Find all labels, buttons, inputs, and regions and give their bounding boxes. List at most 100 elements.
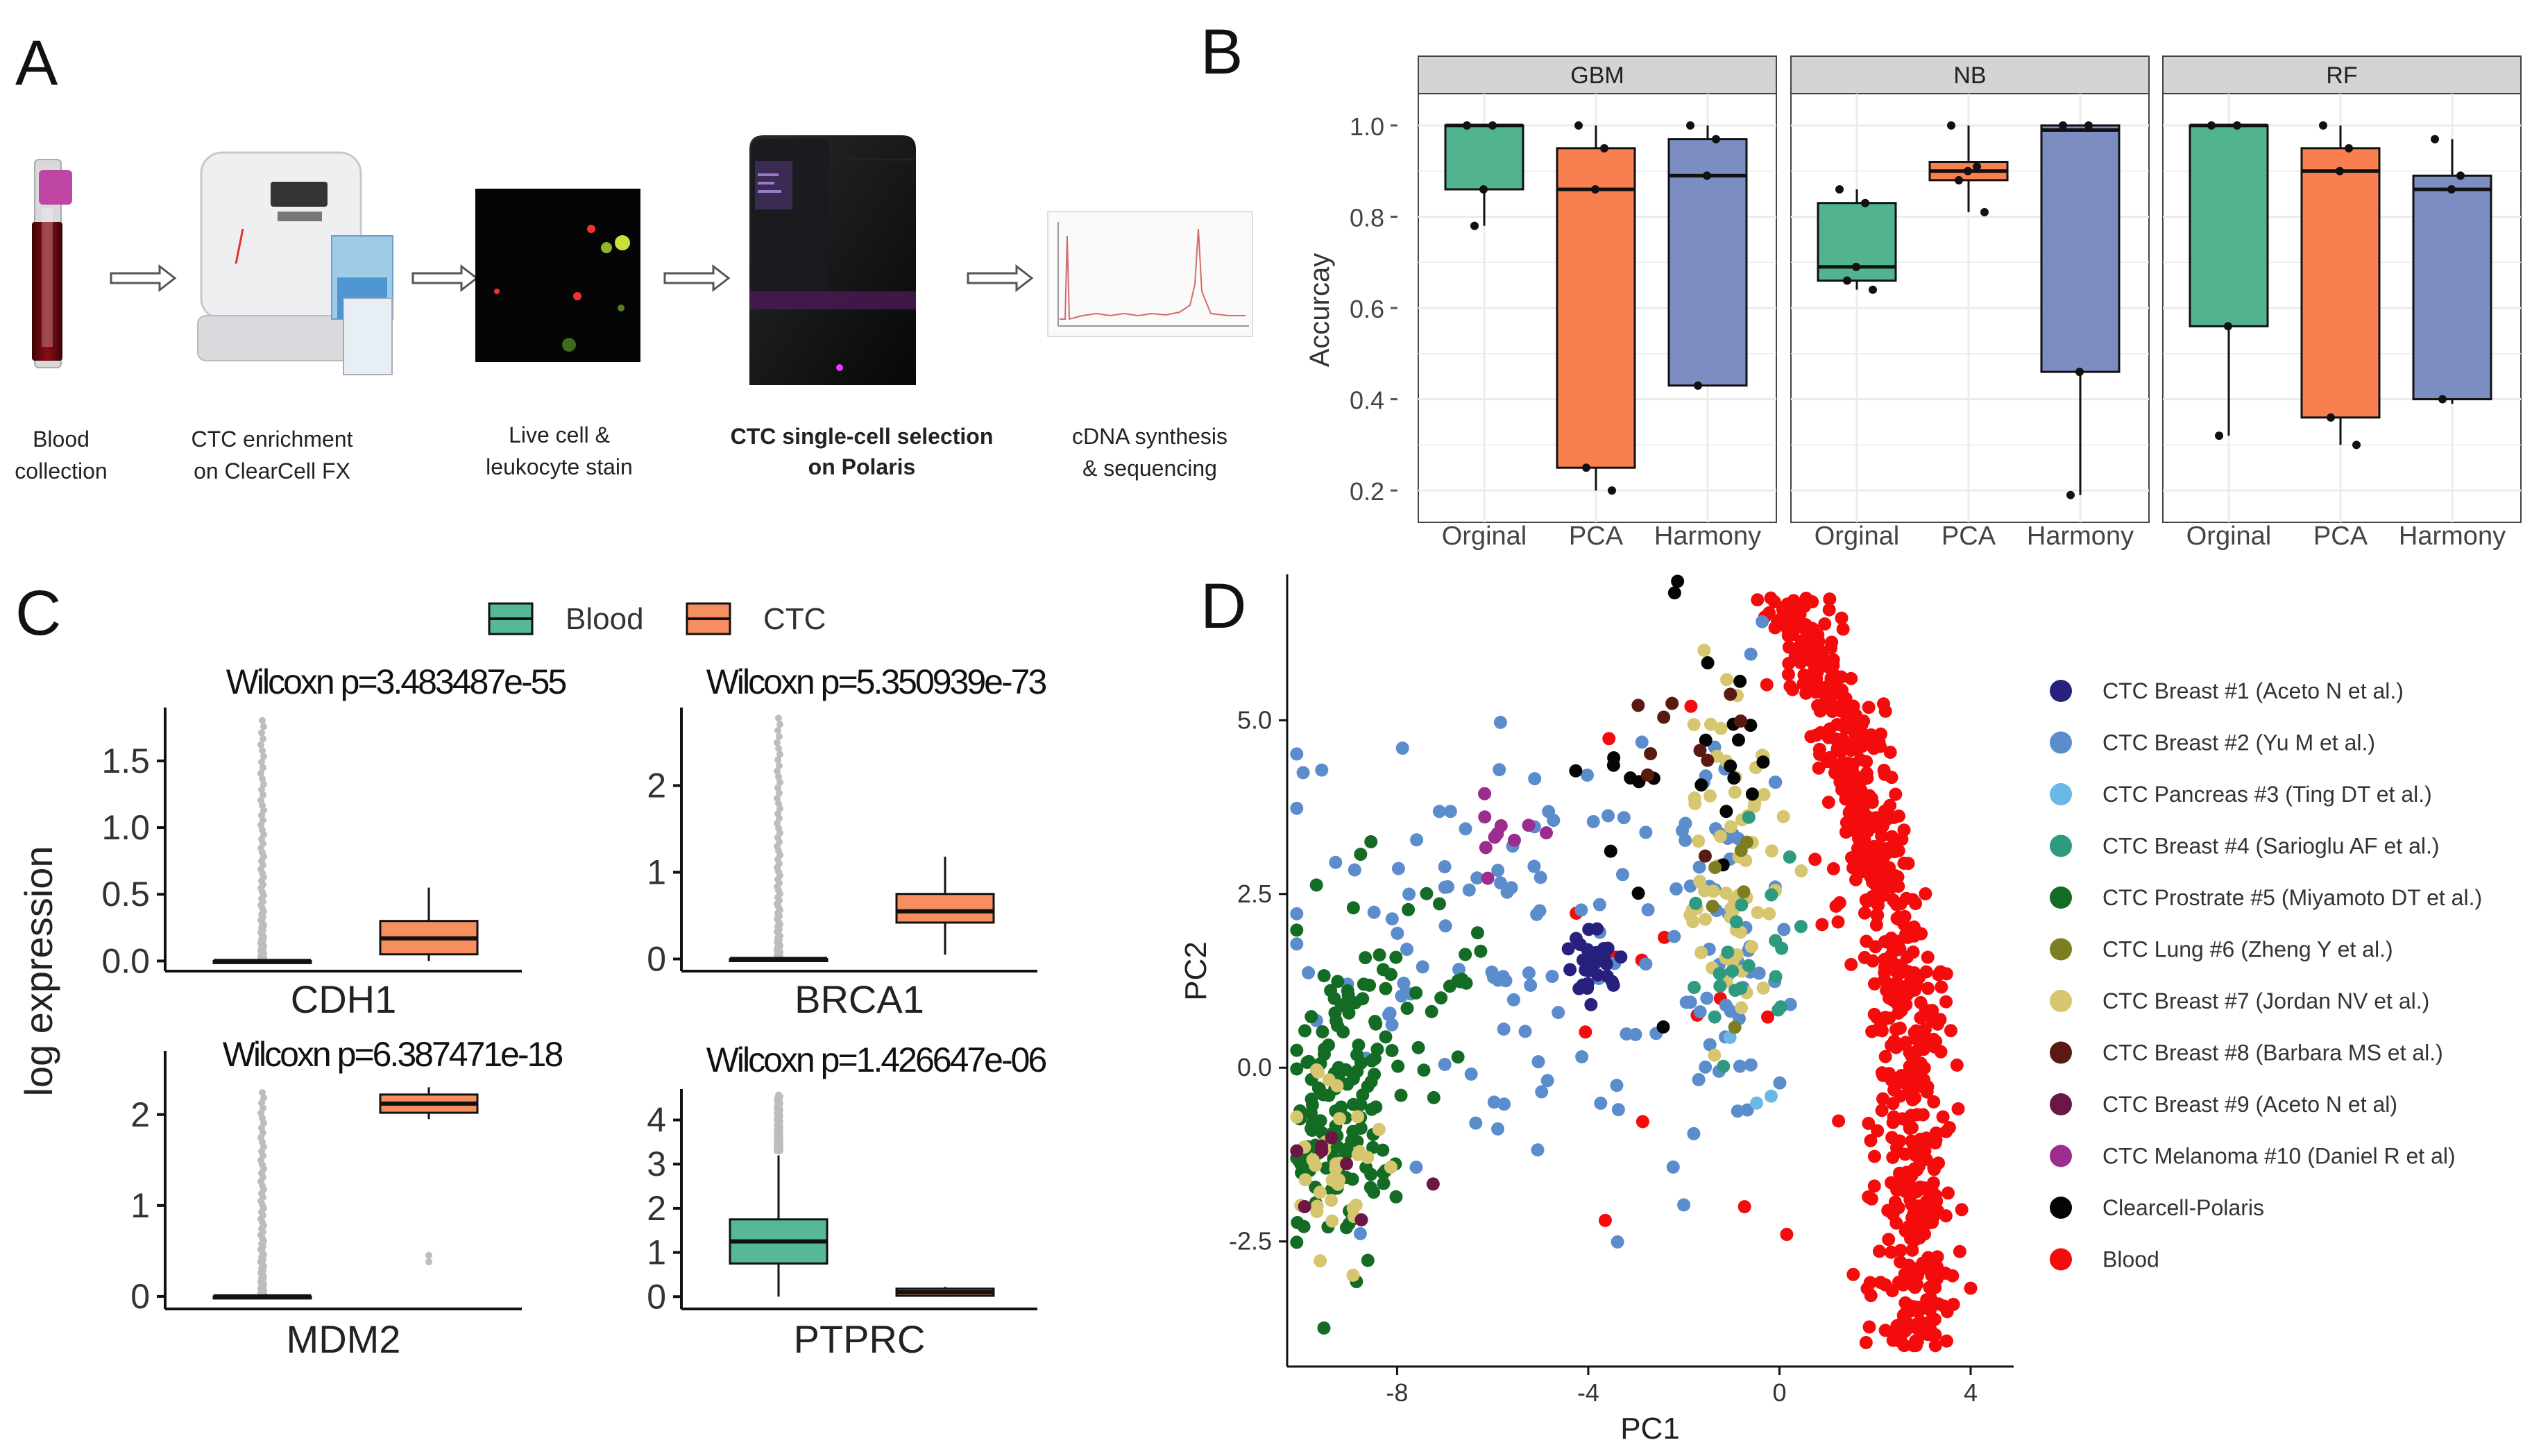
y-tick-label: 0 (647, 1277, 666, 1316)
scatter-point (1290, 1110, 1304, 1124)
data-point (1964, 166, 1972, 175)
outlier-point (259, 775, 266, 782)
scatter-point (1305, 1122, 1318, 1136)
scatter-point (1569, 764, 1583, 778)
blood-tube-icon (32, 159, 72, 368)
scatter-point (1815, 918, 1829, 932)
scatter-point (1426, 1177, 1440, 1191)
scatter-point (1533, 871, 1547, 884)
scatter-point (1955, 1203, 1969, 1217)
scatter-point (1353, 1226, 1367, 1240)
scatter-point (1383, 1007, 1397, 1020)
scatter-point (1341, 984, 1354, 997)
scatter-point (1367, 905, 1381, 919)
scatter-point (1305, 1093, 1318, 1106)
scatter-point (1920, 1039, 1934, 1053)
scatter-point (1864, 1289, 1878, 1303)
scatter-point (1658, 930, 1672, 944)
scatter-point (1950, 1058, 1964, 1072)
scatter-point (1700, 991, 1714, 1005)
scatter-point (1400, 1002, 1414, 1016)
scatter-point (1352, 1038, 1366, 1052)
y-tick-label: 1 (130, 1186, 150, 1225)
scatter-point (1905, 893, 1919, 907)
x-tick-label: 4 (1964, 1378, 1978, 1407)
scatter-point (1698, 849, 1712, 863)
scatter-point (1844, 802, 1858, 816)
scatter-point (1527, 859, 1541, 873)
x-axis-label: PC1 (1620, 1412, 1680, 1446)
scatter-point (1737, 885, 1751, 899)
workflow-step-label: Live cell & (509, 422, 610, 447)
scatter-point (1833, 896, 1846, 909)
scatter-point (1451, 1050, 1465, 1064)
scatter-point (1361, 1079, 1375, 1093)
scatter-point (1874, 727, 1888, 741)
scatter-point (1394, 1088, 1408, 1102)
scatter-point (1507, 833, 1521, 847)
scatter-point (1893, 1021, 1907, 1035)
scatter-point (1824, 751, 1837, 764)
scatter-point (1771, 614, 1785, 628)
scatter-point (1363, 978, 1377, 992)
scatter-point (1317, 1321, 1331, 1335)
scatter-point (1728, 1020, 1742, 1034)
scatter-point (1876, 1068, 1890, 1082)
scatter-point (1689, 896, 1703, 910)
y-tick-label: 0.2 (1350, 477, 1384, 506)
data-point (2066, 490, 2075, 499)
scatter-point (1893, 988, 1907, 1002)
scatter-point (1919, 965, 1933, 979)
scatter-point (1905, 1134, 1919, 1148)
scatter-point (1432, 805, 1446, 819)
scatter-point (1332, 1173, 1346, 1187)
scatter-point (1693, 1005, 1707, 1019)
scatter-point (1530, 907, 1544, 921)
scatter-point (1887, 873, 1901, 887)
gene-label: BRCA1 (795, 977, 924, 1021)
outlier-point (775, 744, 782, 752)
scatter-point (1693, 744, 1707, 757)
scatter-point (1410, 833, 1424, 847)
scatter-point (1331, 975, 1345, 988)
scatter-point (1329, 855, 1343, 869)
scatter-point (1479, 841, 1493, 855)
scatter-point (1733, 1059, 1747, 1073)
scatter-point (1899, 997, 1913, 1011)
y-tick-label: 2 (647, 766, 666, 805)
scatter-point (1365, 1102, 1379, 1116)
data-point (2084, 121, 2093, 130)
x-tick-label: -8 (1386, 1378, 1408, 1407)
scatter-point (1731, 1104, 1744, 1118)
scatter-point (1346, 1097, 1360, 1111)
y-tick-label: 2 (647, 1189, 666, 1228)
scatter-point (1490, 827, 1504, 841)
scatter-point (1665, 696, 1679, 710)
scatter-point (1917, 1135, 1931, 1149)
scatter-point (1887, 1083, 1901, 1097)
workflow-step-label: on Polaris (808, 454, 916, 479)
scatter-point (1699, 733, 1713, 747)
scatter-point (1579, 963, 1592, 977)
legend-label: CTC Breast #1 (Aceto N et al.) (2102, 678, 2404, 703)
y-tick-label: 1 (647, 853, 666, 892)
scatter-point (1888, 845, 1902, 859)
scatter-point (1389, 1190, 1403, 1204)
scatter-point (1669, 882, 1683, 896)
scatter-point (1610, 1079, 1624, 1093)
scatter-point (1928, 1281, 1942, 1294)
scatter-point (1346, 1124, 1360, 1138)
legend-label: CTC Breast #4 (Sarioglu AF et al.) (2102, 834, 2440, 859)
scatter-point (1493, 715, 1507, 729)
scatter-point (1926, 1215, 1939, 1229)
scatter-point (1385, 912, 1399, 926)
scatter-point (1671, 574, 1685, 588)
scatter-point (1701, 656, 1715, 670)
scatter-point (1821, 796, 1835, 810)
scatter-point (1809, 672, 1823, 686)
scatter-point (1776, 810, 1790, 823)
scatter-point (1892, 939, 1905, 953)
scatter-point (1818, 617, 1832, 631)
scatter-point (1905, 1243, 1919, 1257)
scatter-point (1528, 772, 1542, 786)
